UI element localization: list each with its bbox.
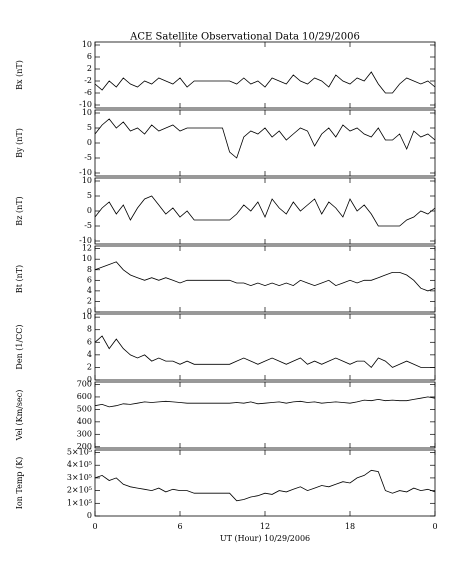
y-tick-label: -10 [79, 168, 92, 177]
y-tick-label: 0 [87, 206, 92, 215]
y-tick-label: 3×10⁵ [67, 473, 92, 482]
y-tick-label: 4 [87, 350, 92, 359]
y-tick-label: -6 [84, 88, 92, 97]
data-line [94, 469, 436, 502]
y-tick-label: 400 [77, 417, 92, 426]
y-axis-label: Den (1/CC) [15, 324, 24, 369]
data-line [94, 396, 436, 408]
y-tick-label: 5 [87, 191, 92, 200]
y-axis-label: Bt (nT) [15, 265, 24, 293]
y-tick-label: 0 [87, 138, 92, 147]
y-tick-label: 500 [77, 404, 92, 413]
y-tick-label: 5 [87, 123, 92, 132]
panel-frame [94, 109, 436, 177]
y-tick-label: 700 [77, 379, 92, 388]
y-axis-label: Vel (Km/sec) [15, 390, 24, 442]
y-tick-label: 2 [87, 296, 92, 305]
data-line [94, 335, 435, 368]
x-axis-label: UT (Hour) 10/29/2006 [220, 534, 310, 543]
y-tick-label: 10 [82, 40, 92, 49]
panel-frame [94, 381, 436, 449]
y-tick-label: 6 [87, 337, 92, 346]
x-tick-label: 0 [92, 522, 97, 531]
panel-frame [94, 449, 436, 517]
data-line [94, 118, 436, 159]
x-tick-label: 12 [260, 522, 270, 531]
y-axis-label: Bz (nT) [15, 196, 24, 225]
y-tick-label: 2 [87, 362, 92, 371]
y-tick-label: -2 [84, 76, 92, 85]
panel-frame [94, 245, 436, 313]
y-tick-label: 10 [82, 176, 92, 185]
x-tick-label: 0 [432, 522, 437, 531]
panel-frame [94, 177, 436, 245]
y-tick-label: 0 [87, 307, 92, 316]
y-tick-label: 0 [87, 375, 92, 384]
x-tick-label: 18 [345, 522, 355, 531]
y-tick-label: 12 [82, 244, 92, 253]
y-axis-label: By (nT) [15, 128, 24, 158]
y-tick-label: -10 [79, 100, 92, 109]
chart-title: ACE Satellite Observational Data 10/29/2… [129, 32, 360, 43]
y-tick-label: 8 [87, 325, 92, 334]
y-axis-label: Ion Temp (K) [15, 457, 24, 510]
y-tick-label: 4 [87, 286, 92, 295]
y-tick-label: 6 [87, 275, 92, 284]
y-tick-label: 200 [77, 442, 92, 451]
y-tick-label: 5×10⁵ [67, 448, 92, 457]
y-tick-label: 10 [82, 254, 92, 263]
y-tick-label: 2×10⁵ [67, 486, 92, 495]
panel-frame [94, 313, 436, 381]
y-tick-label: 1×10⁵ [67, 498, 92, 507]
y-tick-label: 2 [87, 64, 92, 73]
panel-frame [94, 41, 436, 109]
y-tick-label: 0 [87, 511, 92, 520]
y-tick-label: 4×10⁵ [67, 460, 92, 469]
y-tick-label: 8 [87, 265, 92, 274]
x-tick-label: 6 [177, 522, 182, 531]
y-tick-label: -5 [84, 221, 92, 230]
y-tick-label: -5 [84, 153, 92, 162]
y-tick-label: -10 [79, 236, 92, 245]
y-axis-label: Bx (nT) [15, 60, 24, 90]
y-tick-label: 10 [82, 108, 92, 117]
y-tick-label: 600 [77, 392, 92, 401]
data-line [94, 261, 436, 292]
data-line [94, 195, 436, 227]
y-tick-label: 10 [82, 312, 92, 321]
y-tick-label: 6 [87, 52, 92, 61]
data-line [94, 71, 436, 94]
y-tick-label: 300 [77, 429, 92, 438]
